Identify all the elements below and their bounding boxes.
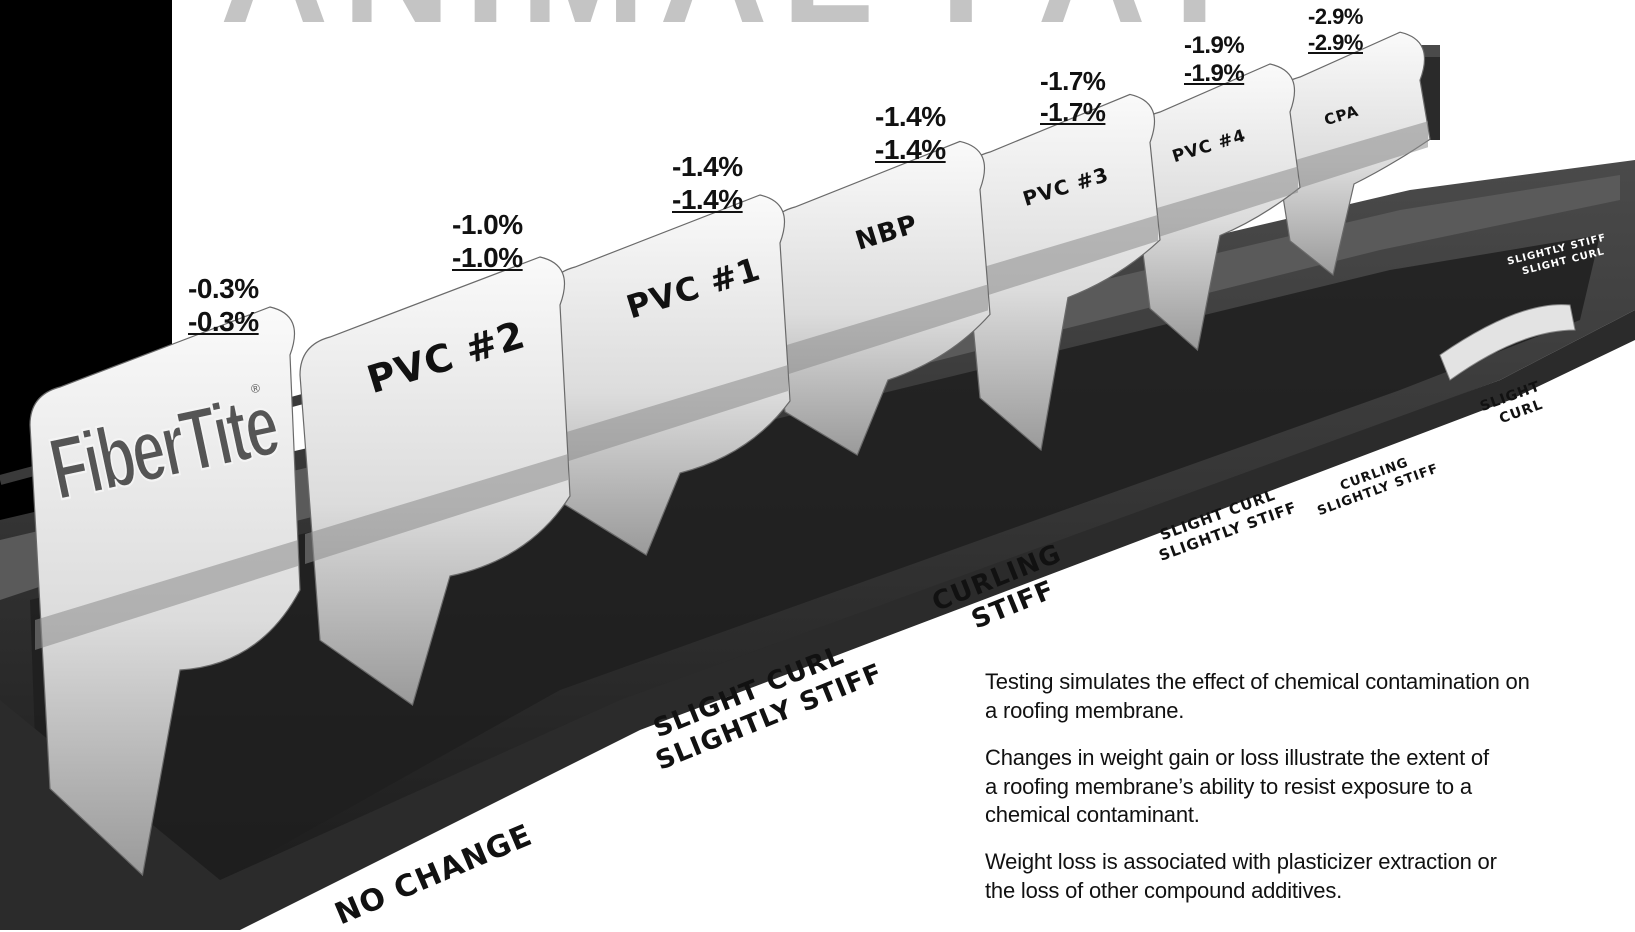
- change-label-pvc1: -1.4% -1.4%: [672, 151, 743, 216]
- membrane-group: [29, 31, 1431, 877]
- change-label-pvc4: -1.9% -1.9%: [1184, 32, 1245, 88]
- change-label-fibertite: -0.3% -0.3%: [188, 273, 259, 338]
- membrane-shadow-band: [1275, 121, 1428, 196]
- membrane-sheet: [299, 256, 571, 706]
- membrane-shadow-band: [770, 284, 988, 380]
- fibertite-logo: FiberTite ®: [41, 374, 287, 520]
- membrane-shadow-band: [965, 214, 1158, 303]
- rolled-sample: [1439, 304, 1576, 381]
- membrane-shadow-band: [35, 540, 298, 650]
- logo-text: FiberTite: [41, 375, 285, 519]
- tray-front-edge: [0, 310, 1635, 930]
- change-label-cpa: -2.9% -2.9%: [1308, 4, 1363, 55]
- membrane-shadow-band: [305, 454, 568, 564]
- membrane-shadow-band: [550, 365, 788, 467]
- tray-basin: [30, 235, 1600, 880]
- change-label-pvc3: -1.7% -1.7%: [1040, 66, 1106, 127]
- description-paragraph-2: Changes in weight gain or loss illustrat…: [985, 745, 1489, 828]
- logo-reg-mark: ®: [250, 381, 262, 397]
- header-title-fragment: ANIMAL FAT: [220, 0, 1254, 54]
- description-paragraph-1: Testing simulates the effect of chemical…: [985, 669, 1530, 723]
- change-label-nbp: -1.4% -1.4%: [875, 101, 946, 166]
- change-label-pvc2: -1.0% -1.0%: [452, 209, 523, 274]
- membrane-shadow-band: [1135, 166, 1298, 245]
- description-paragraph-3: Weight loss is associated with plasticiz…: [985, 849, 1497, 903]
